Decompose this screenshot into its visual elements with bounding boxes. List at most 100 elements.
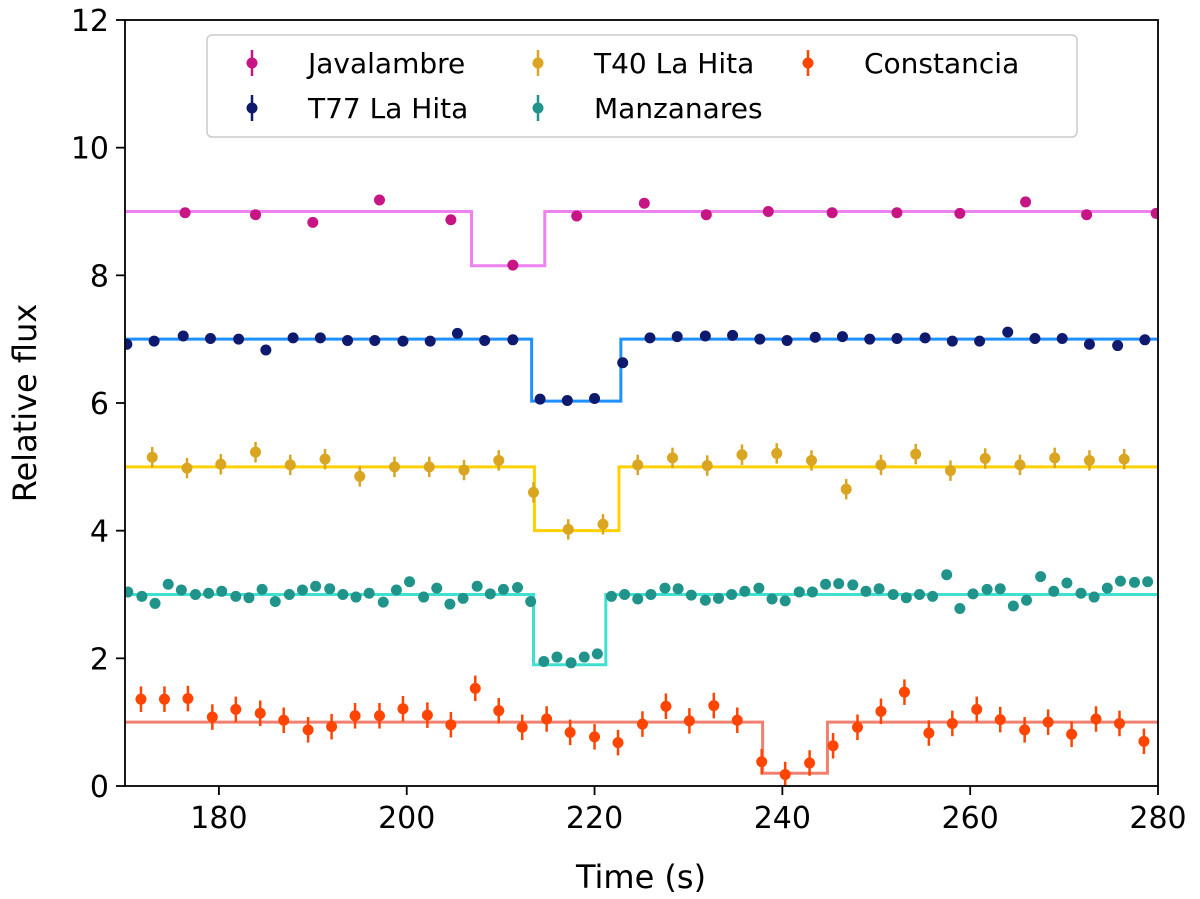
data-point bbox=[994, 583, 1006, 595]
data-point bbox=[981, 583, 993, 595]
data-point bbox=[260, 344, 272, 356]
x-tick-label: 180 bbox=[190, 801, 247, 836]
data-point bbox=[561, 394, 573, 406]
legend-entry-constancia: Constancia bbox=[802, 47, 1019, 80]
data-point bbox=[1014, 459, 1026, 471]
data-point bbox=[1020, 196, 1032, 208]
y-tick-label: 10 bbox=[71, 132, 109, 167]
data-point bbox=[562, 523, 574, 535]
y-tick-label: 2 bbox=[90, 642, 109, 677]
data-point bbox=[779, 595, 791, 607]
data-point bbox=[397, 703, 409, 715]
data-point bbox=[660, 700, 672, 712]
y-tick-label: 0 bbox=[90, 770, 109, 805]
legend-label: T40 La Hita bbox=[593, 47, 754, 80]
series-manzanares bbox=[125, 569, 1154, 669]
data-point bbox=[287, 332, 299, 344]
data-point bbox=[565, 657, 577, 669]
data-point bbox=[516, 721, 528, 733]
data-point bbox=[389, 461, 401, 473]
data-point bbox=[179, 207, 191, 219]
data-point bbox=[898, 686, 910, 698]
data-point bbox=[189, 589, 201, 600]
data-point bbox=[1142, 576, 1154, 588]
data-point bbox=[337, 589, 349, 600]
data-point bbox=[887, 589, 899, 600]
data-point bbox=[206, 711, 218, 723]
data-point bbox=[423, 461, 435, 473]
data-point bbox=[369, 334, 381, 346]
series-t77-la-hita bbox=[125, 326, 1151, 406]
data-point bbox=[699, 330, 711, 342]
data-point bbox=[493, 705, 505, 717]
model-line-constancia bbox=[125, 720, 1158, 775]
data-point bbox=[457, 592, 469, 604]
data-point bbox=[927, 590, 939, 602]
data-point bbox=[314, 332, 326, 344]
data-point bbox=[541, 713, 553, 725]
legend-label: T77 La Hita bbox=[307, 92, 468, 125]
data-point bbox=[946, 335, 958, 347]
data-point bbox=[726, 589, 738, 600]
data-point bbox=[373, 710, 385, 722]
data-point bbox=[256, 583, 268, 595]
data-point bbox=[900, 592, 912, 604]
data-point bbox=[551, 651, 563, 663]
data-point bbox=[1112, 340, 1124, 352]
data-point bbox=[875, 459, 887, 471]
y-tick-label: 8 bbox=[90, 259, 109, 294]
data-point bbox=[1129, 576, 1141, 588]
data-point bbox=[203, 587, 215, 599]
y-tick-label: 12 bbox=[71, 4, 109, 39]
data-point bbox=[919, 332, 931, 344]
data-point bbox=[564, 726, 576, 738]
data-point bbox=[708, 700, 720, 712]
data-point bbox=[507, 259, 519, 271]
data-point bbox=[310, 580, 322, 592]
data-point bbox=[827, 740, 839, 752]
legend-entry-manzanares: Manzanares bbox=[532, 92, 763, 125]
data-point bbox=[612, 737, 624, 749]
data-point bbox=[175, 584, 187, 596]
data-point bbox=[809, 331, 821, 343]
data-point bbox=[1035, 571, 1047, 583]
x-axis-title: Time (s) bbox=[575, 858, 706, 896]
data-point bbox=[350, 591, 362, 603]
legend-label: Constancia bbox=[864, 47, 1019, 80]
data-point bbox=[666, 452, 678, 464]
data-point bbox=[638, 197, 650, 209]
data-point bbox=[820, 578, 832, 590]
data-point bbox=[431, 582, 443, 594]
data-point bbox=[779, 769, 791, 781]
data-point bbox=[864, 333, 876, 345]
data-point bbox=[284, 459, 296, 471]
data-point bbox=[397, 335, 409, 347]
y-tick-label: 4 bbox=[90, 515, 109, 550]
data-point bbox=[1138, 735, 1150, 747]
data-point bbox=[404, 576, 416, 588]
y-axis: 0 2 4 6 8 10 12 bbox=[71, 4, 125, 805]
data-point bbox=[605, 590, 617, 602]
legend-marker bbox=[246, 57, 258, 69]
data-point bbox=[967, 588, 979, 600]
data-point bbox=[136, 590, 148, 602]
data-point bbox=[1083, 338, 1095, 350]
data-point bbox=[700, 209, 712, 221]
transit-models bbox=[125, 210, 1158, 775]
data-point bbox=[659, 582, 671, 594]
y-tick-label: 6 bbox=[90, 387, 109, 422]
data-point bbox=[910, 448, 922, 460]
data-point bbox=[954, 207, 966, 219]
data-point bbox=[713, 592, 725, 604]
data-point bbox=[683, 715, 695, 727]
data-point bbox=[479, 334, 491, 346]
data-point bbox=[1150, 207, 1158, 219]
data-point bbox=[326, 721, 338, 733]
data-point bbox=[994, 714, 1006, 726]
data-point bbox=[390, 584, 402, 596]
data-point bbox=[847, 579, 859, 591]
series-javalambre bbox=[179, 194, 1158, 271]
data-point bbox=[1101, 582, 1113, 594]
model-line-javalambre bbox=[125, 210, 1158, 268]
data-point bbox=[319, 453, 331, 465]
